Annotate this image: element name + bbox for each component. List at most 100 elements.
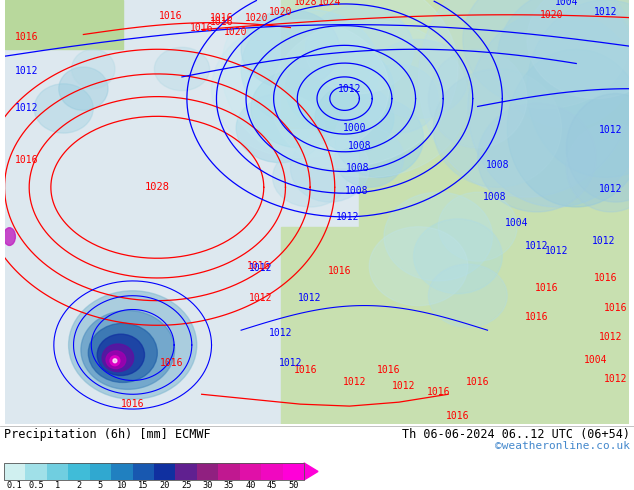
Ellipse shape <box>566 94 634 202</box>
Ellipse shape <box>81 311 174 390</box>
Bar <box>197 463 218 480</box>
Text: 1012: 1012 <box>604 374 628 385</box>
Ellipse shape <box>97 334 145 375</box>
Text: 1008: 1008 <box>482 192 506 202</box>
Bar <box>111 463 133 480</box>
Text: Th 06-06-2024 06..12 UTC (06+54): Th 06-06-2024 06..12 UTC (06+54) <box>402 428 630 441</box>
Text: 1016: 1016 <box>160 358 184 368</box>
Ellipse shape <box>305 5 413 94</box>
Bar <box>280 227 630 424</box>
Bar <box>4 463 304 480</box>
Bar <box>4 0 123 49</box>
Text: 1008: 1008 <box>347 141 371 151</box>
Text: 1012: 1012 <box>599 125 623 135</box>
Text: 1016: 1016 <box>15 32 38 43</box>
Text: 1: 1 <box>55 482 60 490</box>
Bar <box>240 463 261 480</box>
Text: 1016: 1016 <box>427 387 450 397</box>
Ellipse shape <box>113 359 117 363</box>
Text: 1012: 1012 <box>336 212 359 222</box>
Text: 1020: 1020 <box>245 13 269 23</box>
Ellipse shape <box>433 69 562 187</box>
Ellipse shape <box>429 49 527 148</box>
Bar <box>261 463 283 480</box>
Bar <box>176 463 197 480</box>
Text: 1004: 1004 <box>555 0 578 7</box>
Ellipse shape <box>68 291 197 399</box>
Ellipse shape <box>285 45 394 133</box>
Ellipse shape <box>413 219 502 294</box>
Text: 1016: 1016 <box>158 11 182 21</box>
FancyArrow shape <box>304 463 318 480</box>
Ellipse shape <box>59 67 108 110</box>
Text: 1012: 1012 <box>15 66 38 76</box>
Bar <box>90 463 111 480</box>
Text: 1000: 1000 <box>343 123 366 133</box>
Ellipse shape <box>241 10 379 128</box>
Text: 25: 25 <box>181 482 191 490</box>
Ellipse shape <box>4 228 15 245</box>
Text: 1016: 1016 <box>535 283 559 293</box>
Ellipse shape <box>236 94 325 163</box>
Text: 1012: 1012 <box>599 184 623 194</box>
Ellipse shape <box>154 48 210 91</box>
Text: 1016: 1016 <box>377 365 401 375</box>
Text: 40: 40 <box>245 482 256 490</box>
Ellipse shape <box>102 344 134 371</box>
Text: Precipitation (6h) [mm] ECMWF: Precipitation (6h) [mm] ECMWF <box>4 428 210 441</box>
Text: 0.1: 0.1 <box>7 482 23 490</box>
Ellipse shape <box>566 123 634 212</box>
Text: 1020: 1020 <box>223 26 247 37</box>
Ellipse shape <box>477 103 596 212</box>
Ellipse shape <box>369 227 468 306</box>
Text: 45: 45 <box>267 482 277 490</box>
Text: 1016: 1016 <box>466 377 489 388</box>
Ellipse shape <box>251 69 349 148</box>
Ellipse shape <box>498 0 634 128</box>
Ellipse shape <box>241 10 340 89</box>
Text: 1012: 1012 <box>343 377 366 388</box>
Text: 30: 30 <box>202 482 213 490</box>
Text: 35: 35 <box>224 482 234 490</box>
Bar <box>283 463 304 480</box>
Text: 1004: 1004 <box>584 355 608 365</box>
Text: 0.5: 0.5 <box>29 482 44 490</box>
Ellipse shape <box>110 356 120 366</box>
Ellipse shape <box>527 0 634 177</box>
Text: 1016: 1016 <box>15 155 38 165</box>
Text: 1016: 1016 <box>594 273 618 283</box>
Text: 1016: 1016 <box>604 302 628 313</box>
Text: 1020: 1020 <box>540 10 564 20</box>
Text: 1024: 1024 <box>318 0 342 7</box>
Text: 1016: 1016 <box>210 13 233 23</box>
Ellipse shape <box>4 0 123 49</box>
Text: 1012: 1012 <box>338 84 361 94</box>
Bar <box>218 463 240 480</box>
Bar <box>154 463 176 480</box>
Text: 1016: 1016 <box>446 411 470 421</box>
Text: 1008: 1008 <box>346 163 369 172</box>
Text: 1012: 1012 <box>15 103 38 113</box>
Text: ©weatheronline.co.uk: ©weatheronline.co.uk <box>495 441 630 451</box>
Text: 1012: 1012 <box>269 328 292 338</box>
Bar <box>47 463 68 480</box>
Text: 1016: 1016 <box>190 23 214 33</box>
Bar <box>359 0 630 227</box>
Text: 1012: 1012 <box>249 263 273 273</box>
Text: 1020: 1020 <box>269 7 292 17</box>
Text: 50: 50 <box>288 482 299 490</box>
Text: 1016: 1016 <box>525 313 548 322</box>
Text: 1016: 1016 <box>247 261 271 271</box>
Text: 1028: 1028 <box>145 182 170 192</box>
Ellipse shape <box>212 20 389 158</box>
Text: 1016: 1016 <box>294 365 317 375</box>
Ellipse shape <box>72 49 115 89</box>
Ellipse shape <box>507 49 634 207</box>
Bar <box>280 0 630 128</box>
Ellipse shape <box>438 192 517 261</box>
Ellipse shape <box>429 264 507 327</box>
Text: 1012: 1012 <box>599 332 623 342</box>
Text: 1008: 1008 <box>345 186 368 196</box>
Text: 1016: 1016 <box>121 399 145 409</box>
Bar <box>133 463 154 480</box>
